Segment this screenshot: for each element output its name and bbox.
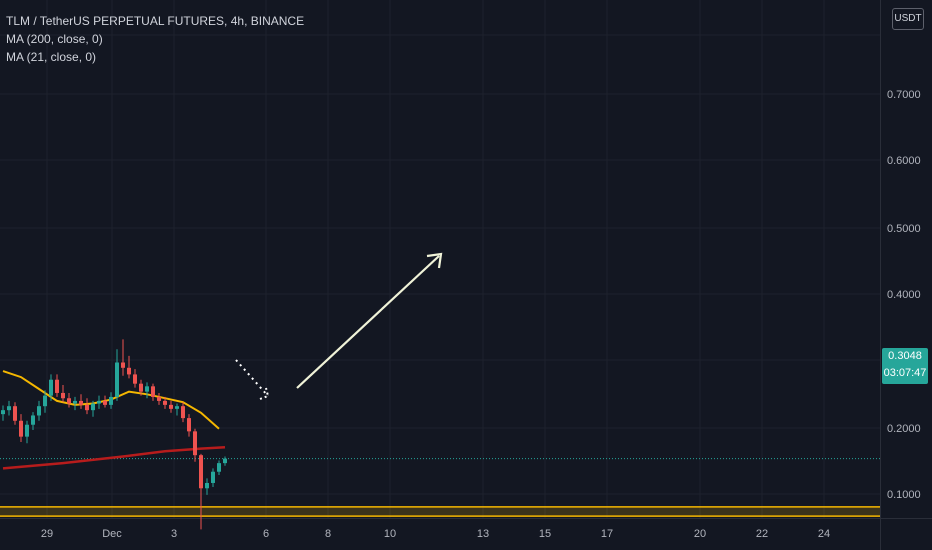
price-tick-label: 0.1000 — [887, 489, 921, 501]
projection-arrowhead-dotted — [259, 387, 270, 400]
chart-legend: TLM / TetherUS PERPETUAL FUTURES, 4h, BI… — [6, 12, 304, 66]
candle-body — [73, 400, 77, 404]
time-tick-label: 13 — [477, 528, 489, 540]
projection-arrowhead-up — [426, 252, 443, 269]
time-tick-label: 24 — [818, 528, 830, 540]
last-price-tag: 0.3048 03:07:47 — [882, 348, 928, 384]
time-tick-label: 10 — [384, 528, 396, 540]
projection-arrow-dotted — [235, 359, 269, 397]
ma21-legend[interactable]: MA (21, close, 0) — [6, 50, 97, 64]
ma200-line — [2, 445, 226, 470]
candle-body — [109, 396, 113, 405]
time-tick-label: Dec — [102, 528, 122, 540]
candle-body — [199, 455, 203, 489]
candle-body — [175, 406, 179, 409]
price-tick-label: 0.2000 — [887, 423, 921, 435]
candle-body — [127, 367, 131, 375]
projection-arrow-up — [296, 255, 440, 389]
candle-body — [7, 406, 11, 411]
candle-body — [61, 392, 65, 399]
candle-body — [79, 400, 83, 405]
candle-body — [193, 431, 197, 456]
candle-body — [103, 400, 107, 405]
time-tick-label: 6 — [263, 528, 269, 540]
candle-body — [151, 386, 155, 397]
price-tick-label: 0.5000 — [887, 223, 921, 235]
candle-body — [37, 406, 41, 416]
time-tick-label: 15 — [539, 528, 551, 540]
candle-body — [169, 404, 173, 409]
candle-body — [19, 420, 23, 437]
candle-body — [181, 406, 185, 419]
candle-body — [85, 404, 89, 411]
time-tick-label: 3 — [171, 528, 177, 540]
candle-body — [43, 395, 47, 407]
candle-body — [1, 410, 5, 415]
price-tick-label: 0.4000 — [887, 289, 921, 301]
currency-button[interactable]: USDT — [892, 8, 924, 30]
candle-body — [13, 406, 17, 421]
time-tick-label: 8 — [325, 528, 331, 540]
candle-body — [133, 374, 137, 384]
candle-body — [121, 362, 125, 368]
candle-body — [187, 418, 191, 432]
candle-body — [223, 458, 227, 464]
candle-body — [211, 471, 215, 483]
time-tick-label: 20 — [694, 528, 706, 540]
time-tick-label: 29 — [41, 528, 53, 540]
candle-body — [163, 400, 167, 405]
time-tick-label: 17 — [601, 528, 613, 540]
time-tick-label: 22 — [756, 528, 768, 540]
last-price-label: 0.3048 — [888, 350, 922, 362]
candle-body — [55, 379, 59, 393]
candle-body — [157, 396, 161, 401]
candle-body — [145, 386, 149, 392]
candle-body — [25, 424, 29, 437]
price-tick-label: 0.6000 — [887, 155, 921, 167]
candle-body — [91, 403, 95, 411]
candle-body — [139, 383, 143, 392]
candle-body — [67, 398, 71, 404]
candle-body — [49, 379, 53, 396]
price-tick-label: 0.7000 — [887, 89, 921, 101]
support-zone — [0, 506, 880, 517]
candle-body — [97, 400, 101, 404]
symbol-title[interactable]: TLM / TetherUS PERPETUAL FUTURES, 4h, BI… — [6, 14, 305, 28]
candle-body — [205, 482, 209, 489]
candle-body — [217, 463, 221, 472]
candle-body — [115, 362, 119, 397]
ma200-legend[interactable]: MA (200, close, 0) — [6, 32, 103, 46]
candle-body — [31, 415, 35, 425]
countdown-label: 03:07:47 — [883, 367, 927, 379]
